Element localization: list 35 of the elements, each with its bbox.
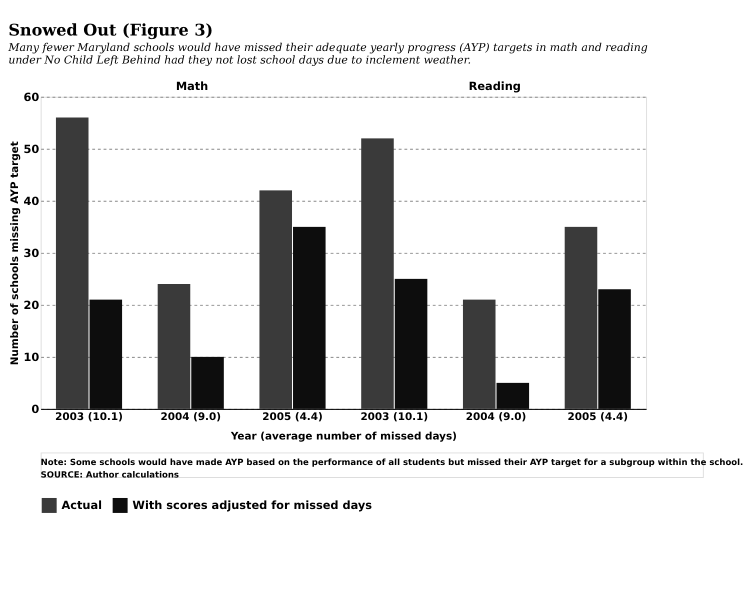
text: Note: Some schools would have made AYP based on the performance of all students but missed their AYP target for a subgroup within the school.	[40, 458, 744, 468]
bar	[90, 300, 122, 409]
chart-subtitle: Many fewer Maryland schools would have missed their adequate yearly progress (AYP) targets in math and reading under No Child Left Behind had they not lost school days due to inclement weather.	[7, 40, 648, 67]
legend-label: Actual	[61, 498, 102, 512]
bar	[191, 356, 224, 409]
x-tick-label: 2004 (9.0)	[160, 410, 221, 423]
y-tick-label: 20	[23, 298, 40, 312]
y-tick-label: 50	[23, 142, 40, 156]
y-axis-title: Number of schools missing AYP target	[8, 141, 21, 366]
y-tick-label: 30	[23, 246, 40, 260]
text: Reading	[468, 79, 521, 94]
bar	[496, 382, 530, 409]
x-axis-title: Year (average number of missed days)	[230, 430, 457, 443]
x-tick-label: 2003 (10.1)	[360, 410, 428, 423]
bar	[564, 226, 598, 409]
bar	[598, 289, 631, 409]
legend-label: With scores adjusted for missed days	[132, 498, 372, 512]
y-tick-label: 10	[23, 350, 40, 364]
text: Math	[176, 79, 208, 94]
x-tick-label: 2005 (4.4)	[568, 410, 628, 423]
bar	[56, 118, 89, 409]
bar	[293, 226, 326, 409]
y-tick-label: 0	[31, 402, 40, 416]
y-tick-label: 60	[23, 90, 40, 104]
x-tick-label: 2005 (4.4)	[262, 410, 323, 423]
chart-title: Snowed Out (Figure 3)	[8, 20, 214, 40]
bar	[158, 284, 190, 409]
y-tick-label: 40	[23, 194, 40, 208]
bar	[462, 300, 496, 409]
bar	[394, 278, 428, 409]
bar	[361, 138, 394, 409]
bar	[259, 190, 292, 409]
x-tick-label: 2003 (10.1)	[55, 410, 123, 423]
x-tick-label: 2004 (9.0)	[466, 410, 526, 423]
source-note: SOURCE: Author calculations	[40, 470, 179, 481]
